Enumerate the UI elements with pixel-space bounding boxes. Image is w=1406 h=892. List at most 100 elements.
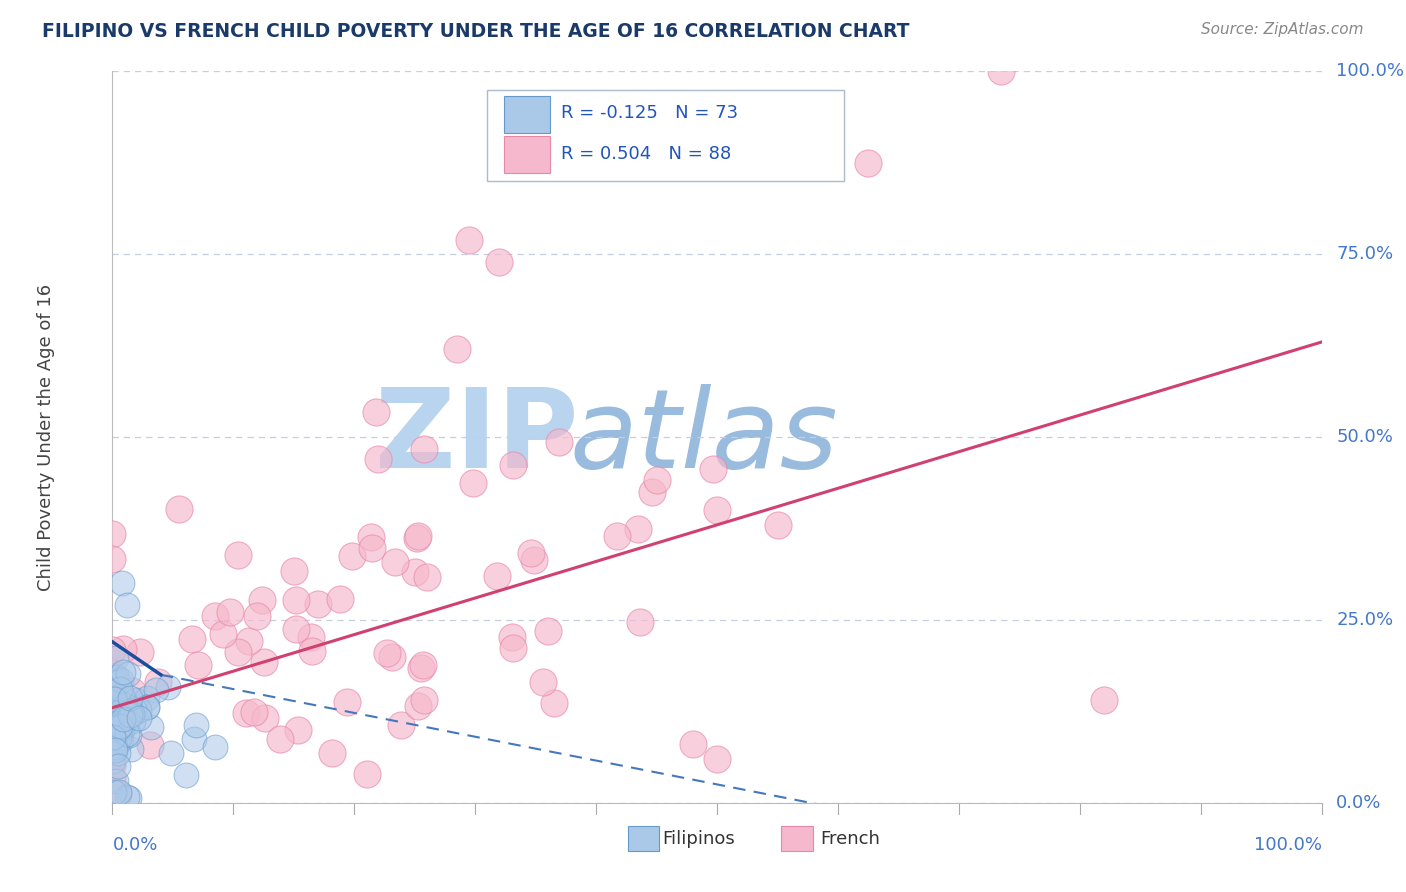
Point xyxy=(114,718,136,732)
Point xyxy=(103,692,125,706)
Point xyxy=(204,608,226,623)
Point xyxy=(384,555,406,569)
Point xyxy=(416,570,439,584)
Point xyxy=(107,746,129,760)
Point xyxy=(115,727,138,741)
Point xyxy=(766,517,789,532)
Point xyxy=(702,462,724,476)
Point xyxy=(321,746,343,760)
Point xyxy=(226,644,249,658)
Point xyxy=(254,710,277,724)
Point xyxy=(148,674,170,689)
Text: 75.0%: 75.0% xyxy=(1336,245,1393,263)
Point xyxy=(107,759,129,773)
Point xyxy=(377,646,399,660)
Point xyxy=(122,702,145,716)
Point xyxy=(101,730,124,744)
Point xyxy=(104,698,127,712)
Point xyxy=(537,624,560,638)
Text: 100.0%: 100.0% xyxy=(1254,836,1322,854)
Point xyxy=(101,758,124,772)
Text: Source: ZipAtlas.com: Source: ZipAtlas.com xyxy=(1201,22,1364,37)
Point xyxy=(218,605,240,619)
Point xyxy=(174,768,197,782)
Point xyxy=(103,785,125,799)
Text: Child Poverty Under the Age of 16: Child Poverty Under the Age of 16 xyxy=(37,284,55,591)
Point xyxy=(101,723,124,738)
Point xyxy=(412,657,434,672)
Point xyxy=(103,672,125,686)
Point xyxy=(406,529,429,543)
Point xyxy=(141,720,163,734)
Point xyxy=(235,706,257,720)
Text: FILIPINO VS FRENCH CHILD POVERTY UNDER THE AGE OF 16 CORRELATION CHART: FILIPINO VS FRENCH CHILD POVERTY UNDER T… xyxy=(42,22,910,41)
Text: Filipinos: Filipinos xyxy=(662,830,735,847)
Point xyxy=(145,682,167,697)
Text: 50.0%: 50.0% xyxy=(1336,428,1393,446)
Point xyxy=(627,522,650,536)
Point xyxy=(107,705,129,719)
Point xyxy=(121,706,143,721)
Point xyxy=(115,599,138,613)
Point xyxy=(136,691,159,706)
Point xyxy=(856,156,880,170)
Point xyxy=(543,696,565,710)
Point xyxy=(117,790,139,805)
Point xyxy=(125,693,148,707)
Point xyxy=(367,452,389,467)
Point xyxy=(120,704,142,718)
Point xyxy=(340,549,363,563)
Text: R = 0.504   N = 88: R = 0.504 N = 88 xyxy=(561,145,731,163)
Point xyxy=(104,740,127,755)
Text: 0.0%: 0.0% xyxy=(1336,794,1382,812)
Point xyxy=(156,680,179,694)
FancyBboxPatch shape xyxy=(505,136,550,173)
Point xyxy=(628,615,651,629)
Point xyxy=(138,739,160,753)
Point xyxy=(413,693,436,707)
Text: atlas: atlas xyxy=(569,384,838,491)
Point xyxy=(117,728,139,742)
Point xyxy=(501,630,523,644)
Point xyxy=(406,531,429,545)
Point xyxy=(101,527,124,541)
Point xyxy=(641,485,664,500)
Point xyxy=(238,634,260,648)
Point xyxy=(520,546,543,560)
Point xyxy=(404,565,426,579)
Text: French: French xyxy=(820,830,880,847)
Point xyxy=(159,746,181,760)
Point xyxy=(108,718,131,732)
FancyBboxPatch shape xyxy=(505,96,550,133)
Point xyxy=(112,665,135,680)
Point xyxy=(101,723,124,738)
Point xyxy=(458,233,481,247)
Point xyxy=(1092,693,1115,707)
Point xyxy=(269,732,291,747)
Point xyxy=(117,666,139,681)
Text: 0.0%: 0.0% xyxy=(112,836,157,854)
Point xyxy=(108,721,131,735)
Point xyxy=(226,548,249,562)
Point xyxy=(531,674,554,689)
Point xyxy=(361,541,384,555)
Point xyxy=(112,693,135,707)
Point xyxy=(111,688,134,702)
Point xyxy=(336,695,359,709)
Point xyxy=(111,711,134,725)
Point xyxy=(356,767,378,781)
Point xyxy=(523,553,546,567)
Point xyxy=(111,707,134,722)
Point xyxy=(110,733,132,747)
Point xyxy=(101,771,124,785)
Point xyxy=(103,691,125,706)
Point xyxy=(253,655,276,669)
Point xyxy=(105,669,128,683)
Point xyxy=(110,719,132,733)
Point xyxy=(120,707,142,722)
Point xyxy=(108,714,131,729)
Point xyxy=(136,700,159,714)
Point xyxy=(108,682,131,697)
Point xyxy=(101,739,124,754)
Point xyxy=(103,754,125,768)
